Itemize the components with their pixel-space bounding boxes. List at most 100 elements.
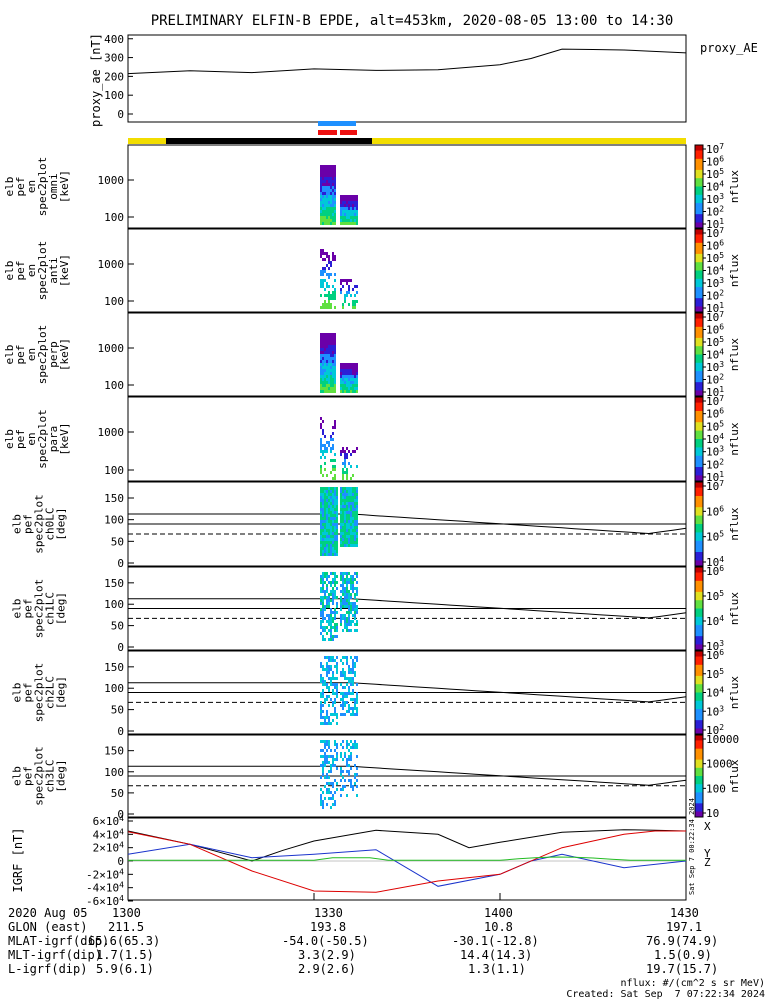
para-pixel [320, 447, 322, 450]
ch1LC-pixel [342, 614, 344, 617]
ch1LC-pixel [330, 620, 332, 623]
ch1LC-pixel [336, 635, 338, 638]
ch0LC-pixel [346, 499, 348, 502]
ch0LC-pixel [320, 520, 322, 523]
ch2LC-pixel [322, 716, 324, 719]
ch1LC-pixel [344, 593, 346, 596]
ch0LC-pixel [356, 517, 358, 520]
ch0LC-pixel [332, 514, 334, 517]
anti-colorbar-cell [695, 234, 703, 238]
panel-para: elbpefenspec2plotpara[keV]10010001011021… [3, 394, 741, 484]
ch0LC-pixel [350, 487, 352, 490]
ch1LC-pixel [332, 581, 334, 584]
ch1LC-ylabel-part: elb [11, 599, 24, 619]
omni-pixel [322, 207, 324, 210]
ch2LC-pixel [328, 665, 330, 668]
omni-colorbar-cell [695, 183, 703, 187]
ch1LC-pixel [330, 584, 332, 587]
ch3LC-pixel [356, 746, 358, 749]
ch3LC-pixel [344, 755, 346, 758]
ch2LC-pixel [346, 701, 348, 704]
ch2LC-pixel [354, 662, 356, 665]
ch2LC-pixel [350, 707, 352, 710]
perp-pixel [334, 369, 336, 372]
ch1LC-colorbar-cell [695, 636, 703, 640]
para-pixel [344, 453, 346, 456]
ch1LC-colorbar-cell [695, 616, 703, 621]
proxy-ae-frame [127, 34, 687, 123]
ch2LC-colorbar-cell [695, 684, 703, 688]
ch2LC-pixel [350, 713, 352, 716]
omni-pixel [326, 219, 328, 222]
ch0LC-pixel [344, 493, 346, 496]
ch2LC-pixel [344, 695, 346, 698]
perp-pixel [348, 378, 350, 381]
anti-pixel [344, 297, 346, 300]
omni-pixel [334, 213, 336, 216]
ch0LC-pixel [330, 529, 332, 532]
perp-colorbar-cell [695, 335, 703, 339]
ch0LC-ylabel-part: elb [11, 514, 24, 534]
perp-pixel [328, 366, 330, 369]
omni-pixel [330, 216, 332, 219]
anti-colorbar-cell [695, 295, 703, 299]
ch2LC-ylabel-part: pef [22, 683, 35, 703]
omni-pixel [344, 216, 346, 219]
omni-pixel [326, 186, 328, 189]
perp-pixel [344, 384, 346, 387]
omni-colorbar-cell [695, 192, 703, 196]
ch0LC-pixel [350, 496, 352, 499]
omni-pixel [332, 204, 334, 207]
para-colorbar-cell [695, 453, 703, 457]
para-pixel [332, 465, 334, 468]
igrf-tick-label: -2×104 [86, 867, 124, 881]
ch0LC-pixel [352, 502, 354, 505]
ch2LC-pixel [322, 665, 324, 668]
ch1LC-pixel [322, 575, 324, 578]
ch2LC-pixel [326, 674, 328, 677]
ch3LC-colorbar-cell [695, 748, 703, 752]
perp-frame [127, 312, 687, 397]
omni-pixel [324, 186, 326, 189]
omni-pixel [340, 216, 342, 219]
para-colorbar-cell [695, 478, 703, 482]
ch0LC-pixel [344, 505, 346, 508]
ch2LC-pixel [334, 707, 336, 710]
ch1LC-pixel [354, 596, 356, 599]
ch2LC-pixel [334, 692, 336, 695]
ch0LC-pixel [354, 493, 356, 496]
ch1LC-pixel [342, 593, 344, 596]
perp-pixel [326, 387, 328, 390]
perp-pixel [328, 369, 330, 372]
ch0LC-pixel [320, 487, 322, 490]
anti-pixel [352, 288, 354, 291]
ch1LC-pixel [332, 635, 334, 638]
ch3LC-pixel [346, 758, 348, 761]
ch0LC-pixel [348, 532, 350, 535]
ch2LC-pixel [348, 689, 350, 692]
anti-pixel [322, 279, 324, 282]
perp-colorbar-cell [695, 343, 703, 347]
ch0LC-pixel [352, 508, 354, 511]
ch2LC-pixel [332, 689, 334, 692]
ch1LC-pixel [326, 587, 328, 590]
omni-pixel [324, 171, 326, 174]
perp-pixel [354, 372, 356, 375]
ch0LC-pixel [350, 493, 352, 496]
ch0LC-pixel [330, 532, 332, 535]
omni-pixel [332, 219, 334, 222]
ch0LC-colorbar-cell [695, 543, 703, 547]
ch0LC-pixel [326, 526, 328, 529]
perp-colorbar-cell [695, 348, 703, 353]
ch3LC-pixel [334, 764, 336, 767]
perp-pixel [322, 333, 324, 336]
panel-perp: elbpefenspec2plotperp[keV]10010001011021… [3, 310, 741, 399]
ch0LC-pixel [356, 520, 358, 523]
ch0LC-pixel [350, 511, 352, 514]
ch3LC-pixel [350, 779, 352, 782]
ch0LC-pixel [326, 511, 328, 514]
omni-pixel [334, 186, 336, 189]
omni-pixel [320, 192, 322, 195]
perp-pixel [334, 378, 336, 381]
omni-pixel [320, 174, 322, 177]
